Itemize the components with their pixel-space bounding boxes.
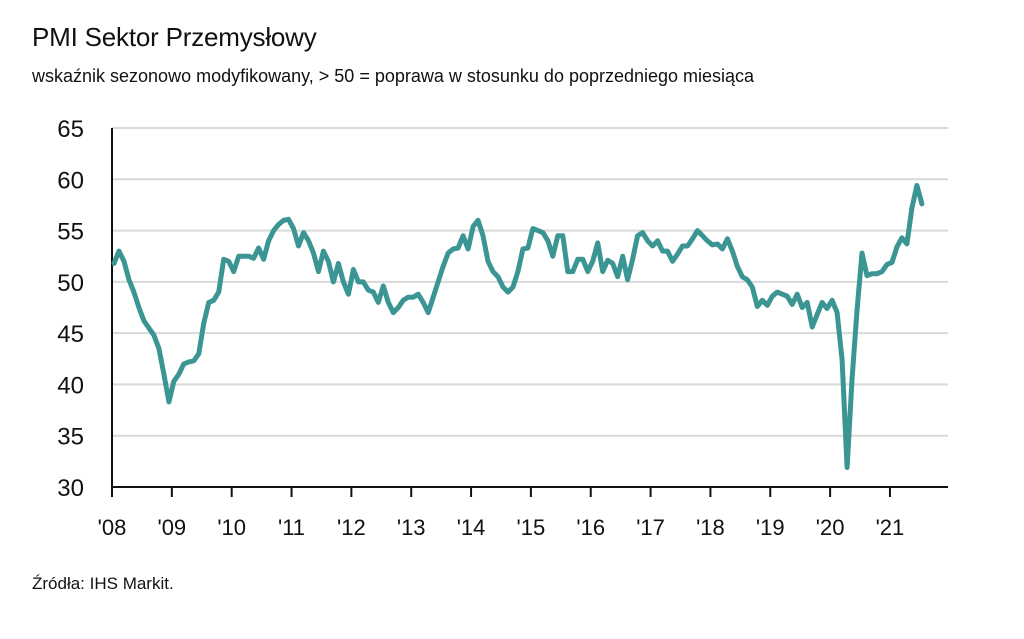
x-tick-label: '15 — [517, 515, 546, 540]
y-tick-label: 60 — [57, 167, 84, 194]
x-tick-label: '09 — [158, 515, 187, 540]
y-tick-label: 65 — [57, 116, 84, 143]
x-tick-label: '11 — [278, 515, 305, 540]
axes — [111, 128, 948, 488]
chart-subtitle: wskaźnik sezonowo modyfikowany, > 50 = p… — [32, 66, 755, 86]
series-layer — [111, 182, 925, 470]
x-tick-label: '12 — [337, 515, 366, 540]
x-tick-label: '16 — [576, 515, 605, 540]
y-tick-label: 30 — [57, 475, 84, 502]
y-tick-label: 50 — [57, 270, 84, 297]
gridlines — [112, 127, 948, 437]
y-axis-ticks: 30 35 40 45 50 55 60 65 — [57, 116, 84, 502]
y-tick-label: 35 — [57, 424, 84, 451]
y-tick-label: 45 — [57, 321, 84, 348]
x-tick-label: '20 — [816, 515, 845, 540]
x-axis-ticks: '08 '09 '10 '11 '12 '13 '14 '15 '16 '17 '18 '19 '20 '… — [98, 487, 905, 540]
pmi-series-line — [111, 182, 925, 470]
x-tick-label: '18 — [696, 515, 725, 540]
x-tick-label: '08 — [98, 515, 127, 540]
x-tick-label: '13 — [397, 515, 426, 540]
x-tick-label: '17 — [636, 515, 665, 540]
y-tick-label: 55 — [57, 219, 84, 246]
x-tick-label: '19 — [756, 515, 785, 540]
y-tick-label: 40 — [57, 372, 84, 399]
x-tick-label: '21 — [876, 515, 905, 540]
pmi-line-chart: 30 35 40 45 50 55 60 65 '08 '09 '10 '11 '12 '13 '14 '1… — [57, 116, 948, 540]
chart-title: PMI Sektor Przemysłowy — [32, 22, 317, 52]
source-note: Źródła: IHS Markit. — [32, 574, 174, 593]
x-tick-label: '14 — [457, 515, 486, 540]
x-tick-label: '10 — [217, 515, 246, 540]
